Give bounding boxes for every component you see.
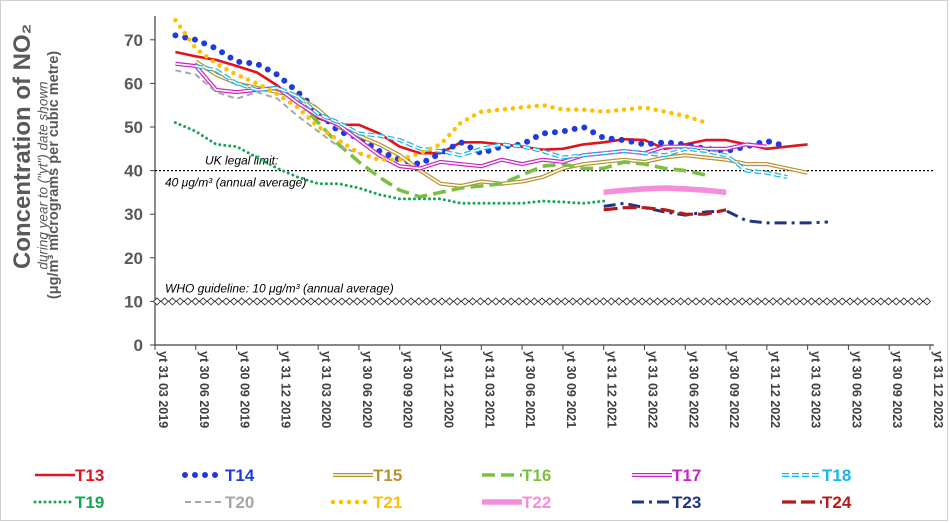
x-tick-label: yt 30 09 2021 [564,351,578,428]
legend-label-t18: T18 [822,466,851,485]
series-group [172,17,829,225]
legend-label-t24: T24 [822,493,852,512]
series-t19 [173,121,606,205]
legend-label-t14: T14 [225,466,255,485]
legend-label-t22: T22 [522,493,551,512]
x-tick-label: yt 30 06 2020 [360,351,374,428]
series-line-t15 [194,59,809,188]
y-tick-label: 20 [124,249,143,268]
axes: 0 10 20 30 40 50 60 70 [124,16,934,355]
y-tick-label: 50 [124,118,143,137]
legend-label-t20: T20 [225,493,254,512]
x-tick-label: yt 31 12 2021 [605,351,619,428]
series-t15 [194,59,809,188]
x-tick-label: yt 30 06 2022 [686,351,700,428]
series-line-t19 [173,121,606,205]
series-line-t21 [173,17,708,162]
x-tick-label: yt 30 09 2019 [238,351,252,428]
x-tick-label: yt 30 06 2021 [523,351,537,428]
series-t18 [195,64,788,180]
x-tick-label: yt 31 12 2023 [931,351,945,428]
series-t23 [603,201,829,225]
x-tick-label: yt 31 03 2023 [809,351,823,428]
x-tick-label: yt 31 03 2019 [156,351,170,428]
series-line-t13 [175,50,808,155]
series-line-t16 [296,99,707,199]
legend-label-t17: T17 [672,466,701,485]
series-line-t14 [172,32,791,168]
x-tick-label: yt 31 03 2021 [482,351,496,428]
legend-label-t16: T16 [522,466,551,485]
series-t24 [603,206,727,216]
series-line-t24 [603,206,727,216]
series-line-t22 [603,185,727,196]
legend-label-t15: T15 [373,466,402,485]
legend-label-t19: T19 [75,493,104,512]
series-t20 [175,69,360,155]
legend-label-t21: T21 [373,493,402,512]
legend: T13 T14 T15 T16 T17 T18 T19 T20 T21 T22 T23 T24 [33,466,852,512]
y-tick-label: 0 [134,336,143,355]
series-line-t15-inner [195,60,808,187]
who-guideline-label: WHO guideline: 10 μg/m³ (annual average) [165,281,394,295]
series-t14 [172,32,791,168]
x-tick-label: yt 31 03 2020 [319,351,333,428]
y-tick-label: 60 [124,74,143,93]
uk-legal-limit-label-1: UK legal limit: [205,154,278,168]
legend-label-t13: T13 [75,466,104,485]
series-line-t23 [603,201,829,225]
x-tick-label: yt 30 06 2019 [197,351,211,428]
x-tick-label: yt 31 12 2022 [768,351,782,428]
x-tick-label: yt 30 09 2022 [727,351,741,428]
x-tick-label: yt 30 09 2020 [401,351,415,428]
series-line-t20 [175,69,360,155]
x-tick-label: yt 30 09 2023 [890,351,904,428]
x-tick-label: yt 31 12 2019 [278,351,292,428]
series-t13 [175,50,808,155]
series-line-t18-inner [195,65,788,178]
series-t22 [603,185,727,196]
series-t16 [296,99,707,199]
x-tick-label: yt 31 12 2020 [442,351,456,428]
x-tick-label: yt 30 06 2023 [849,351,863,428]
uk-legal-limit-label-2: 40 μg/m³ (annual average) [165,176,306,190]
y-tick-label: 70 [124,31,143,50]
x-tick-labels: yt 31 03 2019 yt 30 06 2019 yt 30 09 2019 y… [156,351,945,428]
series-t21 [173,17,708,162]
legend-label-t23: T23 [672,493,701,512]
reference-lines: UK legal limit: 40 μg/m³ (annual average)… [155,154,934,302]
y-tick-label: 10 [124,292,143,311]
y-tick-label: 40 [124,162,143,181]
x-tick-label: yt 31 03 2022 [645,351,659,428]
y-tick-label: 30 [124,205,143,224]
